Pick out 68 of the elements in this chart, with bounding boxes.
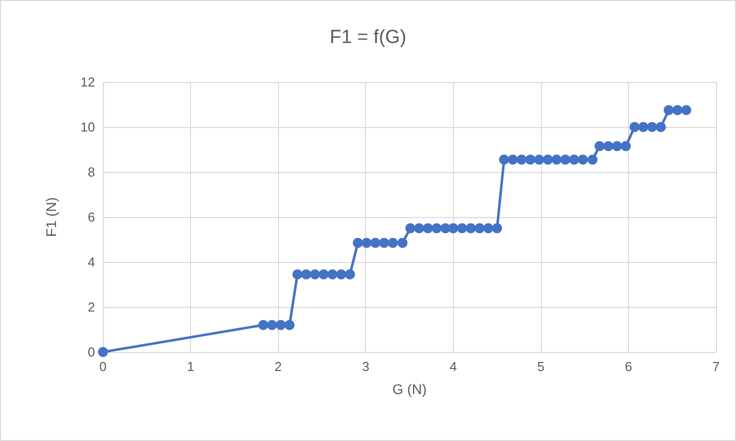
- point: [398, 238, 408, 248]
- point: [327, 269, 338, 280]
- y-tick-label: 12: [80, 74, 95, 90]
- y-tick-label: 2: [88, 300, 95, 314]
- point: [638, 122, 648, 132]
- point: [388, 238, 398, 248]
- point: [352, 238, 363, 248]
- point: [267, 320, 278, 330]
- point: [612, 141, 622, 152]
- point: [569, 154, 580, 165]
- point: [98, 347, 108, 357]
- x-tick-label: 4: [450, 359, 457, 374]
- point: [664, 105, 674, 116]
- point: [336, 269, 346, 280]
- y-axis-title: F1 (N): [43, 197, 59, 237]
- point: [466, 223, 476, 234]
- point: [258, 320, 268, 330]
- point: [405, 223, 416, 234]
- x-tick-label: 0: [99, 359, 107, 374]
- x-tick-label: 1: [186, 359, 194, 374]
- point: [432, 223, 442, 234]
- point: [594, 141, 605, 152]
- point: [578, 154, 588, 165]
- point: [310, 269, 320, 280]
- point: [516, 154, 527, 165]
- point: [448, 223, 458, 234]
- x-axis-title: G (N): [392, 381, 427, 397]
- point: [483, 223, 494, 234]
- x-tick-label: 2: [274, 359, 282, 374]
- y-tick-label: 4: [88, 254, 95, 270]
- point: [542, 154, 553, 165]
- chart-title: F1 = f(G): [330, 27, 406, 48]
- point: [630, 122, 640, 132]
- x-tick-label: 3: [362, 359, 370, 374]
- point: [362, 238, 372, 248]
- point: [474, 223, 485, 234]
- point: [560, 154, 570, 165]
- y-tick-label: 0: [88, 344, 95, 360]
- point: [457, 223, 468, 234]
- point: [508, 154, 518, 165]
- point: [284, 320, 295, 330]
- y-tick-label: 6: [88, 210, 95, 224]
- x-tick-label: 5: [537, 359, 544, 374]
- point: [525, 154, 536, 165]
- point: [620, 141, 631, 152]
- x-tick-label: 6: [624, 359, 632, 374]
- point: [318, 269, 329, 280]
- point: [603, 141, 614, 152]
- y-tick-label: 8: [88, 164, 95, 180]
- point: [647, 122, 658, 132]
- point: [301, 269, 312, 280]
- point: [534, 154, 544, 165]
- point: [414, 223, 424, 234]
- y-tick-label: 10: [80, 120, 95, 134]
- point: [379, 238, 390, 248]
- point: [370, 238, 380, 248]
- x-tick-label: 7: [712, 359, 720, 374]
- point: [672, 105, 682, 116]
- point: [499, 154, 510, 165]
- point: [656, 122, 666, 132]
- point: [552, 154, 562, 165]
- point: [588, 154, 598, 165]
- point: [344, 269, 355, 280]
- point: [292, 269, 302, 280]
- point: [276, 320, 286, 330]
- point: [681, 105, 692, 116]
- point: [492, 223, 502, 234]
- point: [422, 223, 433, 234]
